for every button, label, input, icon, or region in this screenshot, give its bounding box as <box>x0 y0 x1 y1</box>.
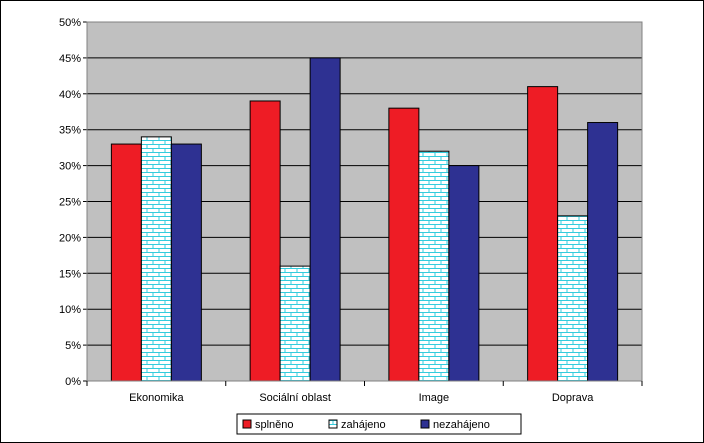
y-tick-label: 30% <box>59 161 81 173</box>
bar-nezahájeno-2 <box>448 165 480 382</box>
y-tick-label: 25% <box>59 197 81 209</box>
x-axis-categories: Ekonomika Sociální oblast Image Doprava <box>129 392 594 404</box>
y-tick-label: 20% <box>59 232 81 244</box>
y-tick-label: 45% <box>59 53 81 65</box>
y-tick-label: 15% <box>59 268 81 280</box>
bar-nezahájeno-0 <box>170 143 202 382</box>
bar-zahájeno-3 <box>557 215 589 382</box>
bar-splněno-1 <box>249 100 281 382</box>
x-tick-label: Sociální oblast <box>259 392 331 404</box>
legend-box <box>236 413 522 435</box>
legend-swatch-splněno <box>242 419 252 429</box>
bar-nezahájeno-3 <box>587 122 619 382</box>
legend-swatch-nezahájeno <box>420 419 430 429</box>
bar-splněno-0 <box>110 143 142 382</box>
bar-zahájeno-1 <box>279 265 311 382</box>
y-tick-label: 35% <box>59 125 81 137</box>
legend-swatch-zahájeno <box>328 419 338 429</box>
y-tick-label: 5% <box>65 340 81 352</box>
y-tick-label: 10% <box>59 304 81 316</box>
legend-label-nezahájeno: nezahájeno <box>433 419 490 431</box>
legend-label-splněno: splněno <box>255 419 294 431</box>
bar-zahájeno-2 <box>418 150 450 382</box>
y-tick-label: 50% <box>59 17 81 29</box>
y-tick-label: 0% <box>65 376 81 388</box>
x-tick-label: Ekonomika <box>129 392 184 404</box>
bar-nezahájeno-1 <box>309 57 341 382</box>
bar-splněno-3 <box>527 86 559 382</box>
axes <box>86 21 643 386</box>
bar-zahájeno-0 <box>140 136 172 382</box>
bar-splněno-2 <box>388 107 420 382</box>
legend: splněno zahájeno nezahájeno <box>236 413 522 435</box>
y-tick-label: 40% <box>59 89 81 101</box>
x-tick-label: Doprava <box>552 392 594 404</box>
x-tick-label: Image <box>419 392 450 404</box>
y-axis-ticks: 0% 5% 10% 15% 20% 25% 30% 35% 40% 45% 50% <box>59 17 87 388</box>
bars <box>110 57 619 382</box>
legend-label-zahájeno: zahájeno <box>341 419 386 431</box>
